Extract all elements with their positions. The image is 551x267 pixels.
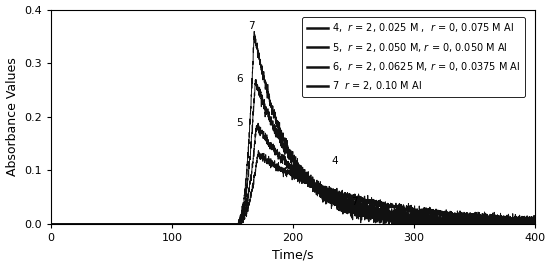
Text: 5: 5: [236, 118, 244, 128]
Text: 4: 4: [332, 156, 338, 166]
Text: 7: 7: [351, 197, 358, 207]
X-axis label: Time/s: Time/s: [272, 249, 314, 261]
Y-axis label: Absorbance Values: Absorbance Values: [6, 57, 19, 176]
Text: 7: 7: [249, 21, 255, 31]
Text: 6: 6: [236, 74, 244, 84]
Legend: 4,  $r$ = 2, 0.025 M ,  $r$ = 0, 0.075 M Al, 5,  $r$ = 2, 0.050 M, $r$ = 0, 0.05: 4, $r$ = 2, 0.025 M , $r$ = 0, 0.075 M A…: [302, 17, 525, 97]
